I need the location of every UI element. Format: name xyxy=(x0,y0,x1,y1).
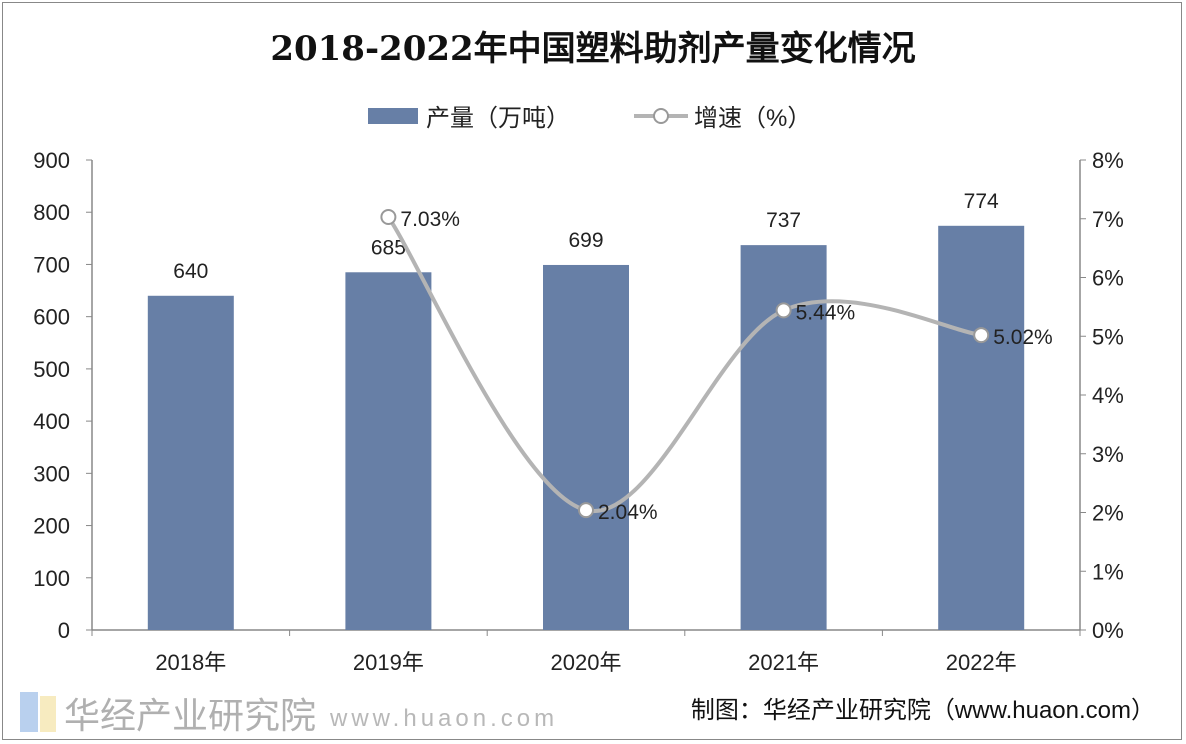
right-tick-label: 1% xyxy=(1092,559,1124,584)
left-tick-label: 100 xyxy=(33,566,70,591)
left-tick-label: 700 xyxy=(33,252,70,277)
x-tick-label: 2022年 xyxy=(946,650,1017,675)
growth-line xyxy=(386,215,982,513)
left-tick-label: 800 xyxy=(33,200,70,225)
left-tick-label: 200 xyxy=(33,514,70,539)
growth-point xyxy=(380,208,397,225)
legend-bar-label: 产量（万吨） xyxy=(426,105,570,132)
growth-point xyxy=(578,502,594,519)
x-tick-label: 2021年 xyxy=(748,650,819,675)
source-note: 制图：华经产业研究院（www.huaon.com） xyxy=(691,697,1155,724)
bar xyxy=(543,264,629,630)
right-tick-label: 0% xyxy=(1092,618,1124,643)
left-tick-label: 0 xyxy=(58,618,70,643)
watermark-logo-blue xyxy=(20,692,38,732)
left-tick-label: 900 xyxy=(33,148,70,173)
legend-bar-swatch xyxy=(368,108,418,124)
bar-value-label: 774 xyxy=(964,190,999,213)
bar xyxy=(147,295,234,630)
growth-value-label: 5.02% xyxy=(993,326,1053,349)
right-tick-label: 5% xyxy=(1092,324,1124,349)
watermark-name: 华经产业研究院 xyxy=(64,695,316,736)
right-tick-label: 3% xyxy=(1092,442,1124,467)
left-tick-label: 300 xyxy=(33,461,70,486)
right-tick-label: 8% xyxy=(1092,148,1124,173)
bar-value-label: 640 xyxy=(173,260,208,283)
bar xyxy=(938,225,1025,631)
bar xyxy=(345,272,432,630)
bar-value-label: 699 xyxy=(568,229,603,252)
chart-title: 2018-2022年中国塑料助剂产量变化情况 xyxy=(270,29,915,69)
growth-value-label: 7.03% xyxy=(400,208,460,231)
watermark-logo-yellow xyxy=(40,696,56,732)
right-tick-label: 7% xyxy=(1092,207,1124,232)
left-tick-label: 500 xyxy=(33,357,70,382)
watermark: 华经产业研究院 www.huaon.com xyxy=(20,692,558,736)
legend-line-marker xyxy=(653,108,669,124)
growth-value-label: 2.04% xyxy=(598,501,658,524)
x-tick-label: 2019年 xyxy=(353,650,424,675)
right-tick-label: 4% xyxy=(1092,383,1124,408)
legend-line-label: 增速（%） xyxy=(694,105,811,132)
x-tick-label: 2018年 xyxy=(155,650,226,675)
growth-value-label: 5.44% xyxy=(796,301,856,324)
bar-value-label: 737 xyxy=(766,209,801,232)
bar-value-label: 685 xyxy=(371,236,406,259)
legend: 产量（万吨） 增速（%） xyxy=(368,105,811,132)
left-tick-label: 400 xyxy=(33,409,70,434)
growth-point xyxy=(973,327,990,344)
right-tick-label: 6% xyxy=(1092,266,1124,291)
watermark-url: www.huaon.com xyxy=(329,705,558,732)
x-tick-label: 2020年 xyxy=(551,650,622,675)
right-tick-label: 2% xyxy=(1092,501,1124,526)
left-tick-label: 600 xyxy=(33,305,70,330)
growth-point xyxy=(775,302,792,319)
